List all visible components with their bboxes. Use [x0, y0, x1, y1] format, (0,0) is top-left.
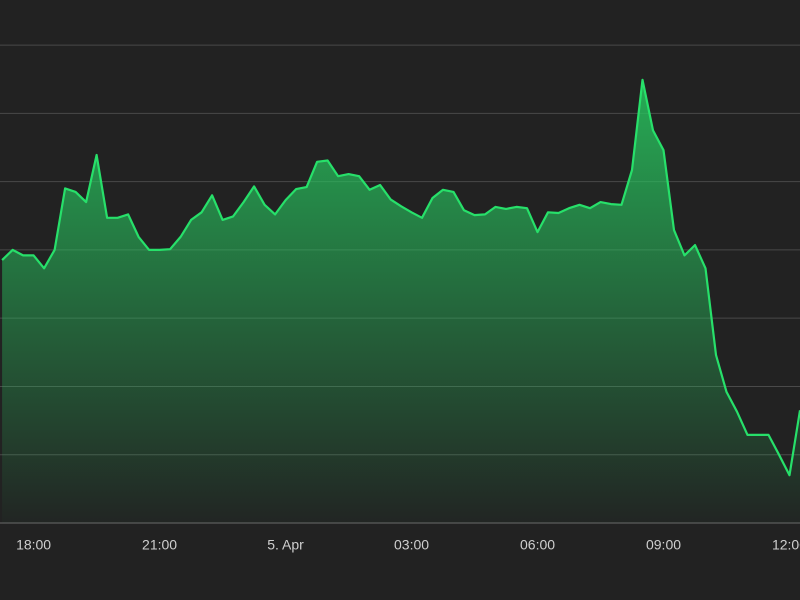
x-tick-label: 03:00: [394, 537, 429, 553]
x-tick-label: 06:00: [520, 537, 555, 553]
x-tick-label: 21:00: [142, 537, 177, 553]
x-tick-label: 12:00: [772, 537, 800, 553]
x-tick-label: 18:00: [16, 537, 51, 553]
price-line: [1, 78, 800, 477]
x-tick-label: 5. Apr: [267, 537, 304, 553]
area-fill: [2, 79, 800, 523]
x-tick-label: 09:00: [646, 537, 681, 553]
